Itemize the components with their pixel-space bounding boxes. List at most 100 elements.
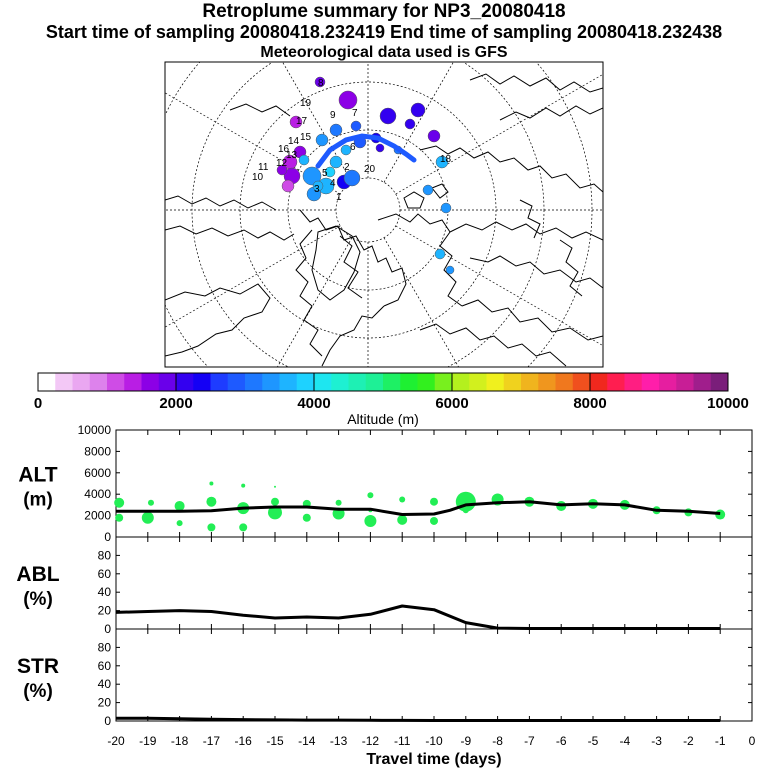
panel-label-abl: ABL (16, 563, 59, 586)
meridian-line (276, 237, 353, 367)
colorbar-segment (572, 373, 591, 391)
map-day-label: 2 (344, 162, 350, 173)
cluster-point (206, 496, 217, 507)
y-tick-label-alt: 8000 (84, 444, 111, 458)
colorbar-segment (227, 373, 246, 391)
cluster-point (274, 485, 276, 488)
x-tick-label: -18 (171, 734, 189, 748)
cluster-point (241, 483, 246, 488)
map-day-label: 6 (350, 142, 356, 153)
colorbar-segment (89, 373, 108, 391)
cluster-point (335, 499, 342, 506)
panel-unit-str: (%) (23, 681, 53, 702)
coastline (165, 195, 277, 211)
colorbar-segment (279, 373, 298, 391)
colorbar-tick-label: 10000 (707, 395, 749, 412)
x-tick-label: -20 (107, 734, 125, 748)
cluster-point (174, 500, 185, 511)
colorbar-segment (503, 373, 522, 391)
plume-point (324, 166, 336, 178)
figure-title: Retroplume summary for NP3_20080418 (202, 1, 566, 22)
colorbar-tick-label: 6000 (435, 395, 468, 412)
y-tick-label-str: 0 (104, 714, 111, 728)
y-tick-label-abl: 0 (104, 622, 111, 636)
plume-point (379, 107, 397, 125)
colorbar-segment (262, 373, 280, 391)
y-tick-label-alt: 0 (104, 530, 111, 544)
colorbar-segment (693, 373, 712, 391)
y-tick-label-str: 80 (98, 640, 112, 654)
colorbar-segment (434, 373, 453, 391)
coastline (559, 239, 583, 297)
colorbar-segment (555, 373, 574, 391)
x-tick-label: -2 (683, 734, 694, 748)
meridian-line (165, 92, 341, 195)
colorbar-segment (590, 373, 608, 391)
x-tick-label: -14 (298, 734, 316, 748)
colorbar-axis-label: Altitude (m) (347, 411, 419, 427)
cluster-point (462, 507, 469, 514)
map-day-label: 14 (288, 136, 300, 147)
coastline (165, 225, 295, 241)
x-tick-label: -11 (394, 734, 411, 748)
x-tick-label: -1 (715, 734, 726, 748)
panel-label-alt: ALT (18, 464, 57, 487)
map-day-label: 13 (286, 150, 298, 161)
plume-point (434, 248, 446, 260)
plume-point (281, 179, 295, 193)
island-outline (431, 183, 449, 199)
map-day-label: 17 (296, 116, 308, 127)
colorbar-segment (176, 373, 194, 391)
coastline (295, 229, 323, 357)
mean-line-str (116, 716, 721, 722)
y-tick-label-alt: 2000 (84, 509, 111, 523)
y-tick-label-abl: 40 (98, 585, 112, 599)
plume-point (329, 155, 343, 169)
x-tick-label: 0 (749, 734, 756, 748)
colorbar-segment (107, 373, 125, 391)
colorbar-segment (158, 373, 177, 391)
x-tick-label: -13 (330, 734, 348, 748)
colorbar-segment (348, 373, 367, 391)
cluster-point (115, 513, 124, 522)
map-day-label: 1 (336, 192, 342, 203)
coastline (339, 235, 363, 299)
coastline (299, 209, 407, 307)
colorbar-segment (607, 373, 625, 391)
x-tick-label: -17 (203, 734, 221, 748)
plume-point (298, 154, 310, 166)
plume-point (289, 115, 303, 129)
map-day-label: 20 (364, 164, 376, 175)
cluster-point (271, 497, 279, 506)
colorbar-segment (245, 373, 263, 391)
panel-frame-abl (115, 536, 753, 630)
plume-point (404, 118, 416, 130)
colorbar-segment (141, 373, 160, 391)
cluster-point (397, 514, 408, 525)
map-day-label: 11 (258, 162, 269, 173)
coastline (519, 199, 541, 239)
map-day-label: 16 (278, 144, 290, 155)
y-tick-label-abl: 60 (98, 567, 112, 581)
coastline (321, 305, 385, 367)
colorbar-segment (331, 373, 349, 391)
plume-point (427, 129, 441, 143)
colorbar-segment (538, 373, 556, 391)
colorbar-segment (296, 373, 315, 391)
colorbar-segment (365, 373, 384, 391)
y-tick-label-abl: 20 (98, 604, 112, 618)
meteorological-data-line: Meteorological data used is GFS (260, 44, 508, 61)
cluster-point (176, 520, 183, 527)
greenland-outline (311, 225, 361, 301)
panel-unit-abl: (%) (23, 589, 53, 610)
y-tick-label-str: 40 (98, 677, 112, 691)
colorbar-segment (55, 373, 73, 391)
x-tick-label: -10 (425, 734, 443, 748)
colorbar-segment (417, 373, 436, 391)
plume-point (445, 265, 455, 275)
cluster-point (268, 505, 282, 520)
colorbar-segment (38, 373, 56, 391)
colorbar-segment (624, 373, 643, 391)
